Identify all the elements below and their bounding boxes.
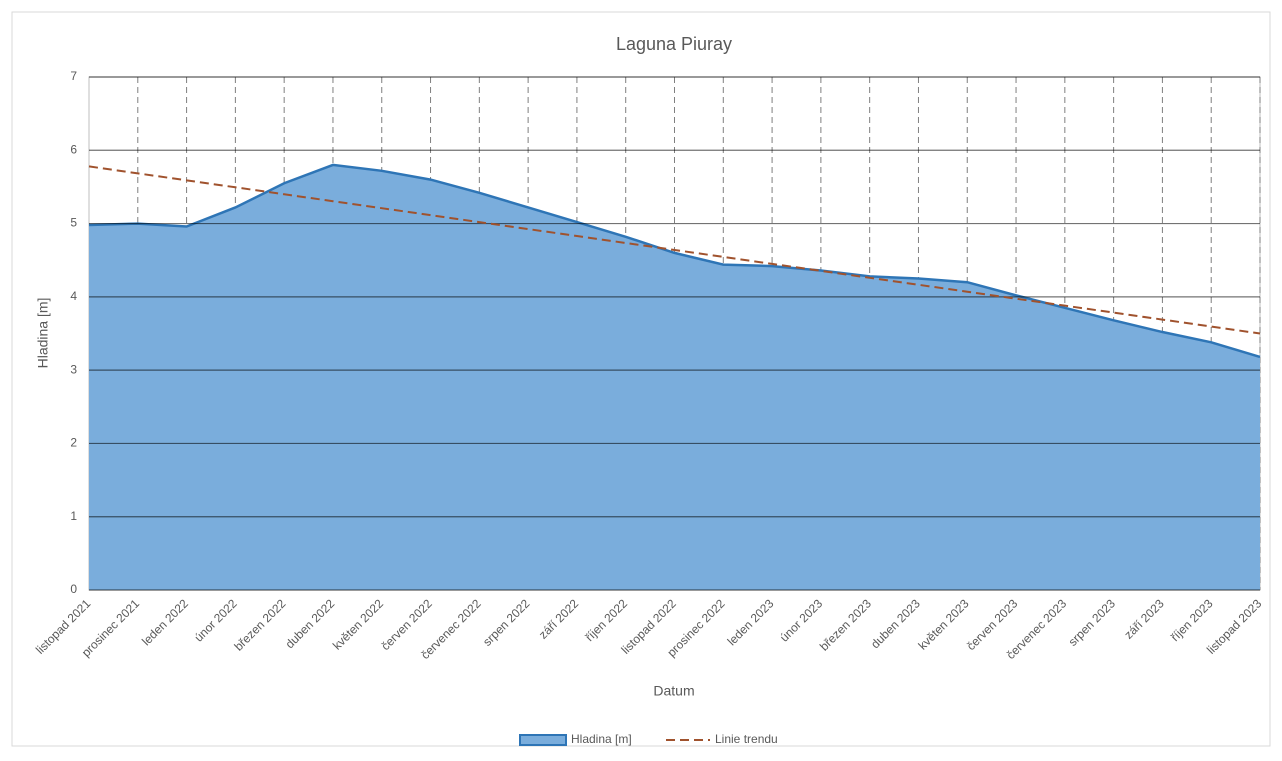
legend-label: Linie trendu	[715, 732, 778, 746]
y-tick-label: 3	[70, 362, 77, 376]
trend-line	[88, 165, 1261, 335]
y-tick-label: 5	[70, 216, 77, 230]
y-tick-label: 1	[70, 509, 77, 523]
area	[89, 164, 1260, 590]
legend-swatch	[519, 734, 567, 746]
y-tick-label: 4	[70, 289, 77, 303]
y-tick-label: 7	[70, 69, 77, 83]
y-tick-label: 6	[70, 142, 77, 156]
x-axis-title: Datum	[653, 683, 694, 699]
y-tick-label: 2	[70, 436, 77, 450]
area-line	[88, 163, 1261, 359]
legend-label: Hladina [m]	[571, 732, 632, 746]
chart-title: Laguna Piuray	[616, 34, 732, 54]
y-axis-title: Hladina [m]	[35, 298, 51, 369]
y-tick-label: 0	[70, 582, 77, 596]
